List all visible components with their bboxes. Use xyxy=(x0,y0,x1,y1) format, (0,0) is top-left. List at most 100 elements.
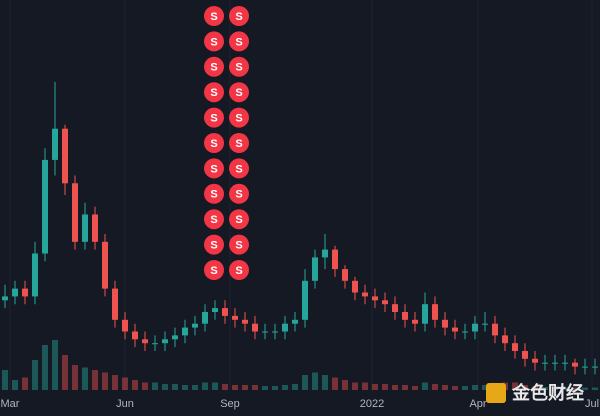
marker-circle xyxy=(229,107,249,128)
volume-bar xyxy=(592,387,598,390)
watermark-logo xyxy=(486,383,506,403)
candle-body xyxy=(512,343,518,351)
volume-bar xyxy=(182,385,188,390)
sale-marker: S xyxy=(204,158,224,179)
volume-bar xyxy=(582,387,588,390)
marker-label: S xyxy=(235,36,242,48)
volume-bar xyxy=(112,375,118,390)
candle-body xyxy=(112,288,118,320)
sale-marker: S xyxy=(204,234,224,255)
volume-bar xyxy=(152,382,158,390)
candle-body xyxy=(442,319,448,328)
marker-circle xyxy=(229,31,249,52)
volume-bar xyxy=(212,382,218,390)
candle-body xyxy=(252,323,258,332)
volume-bar xyxy=(2,370,8,390)
candle-body xyxy=(92,214,98,242)
candle-body xyxy=(132,331,138,340)
volume-bar xyxy=(392,385,398,390)
marker-circle xyxy=(204,183,224,204)
volume-bar xyxy=(282,385,288,390)
candle-body xyxy=(562,362,568,364)
sale-marker: S xyxy=(229,158,249,179)
watermark: 金色财经 xyxy=(486,382,584,404)
sale-marker: S xyxy=(204,260,224,280)
candle-body xyxy=(162,339,168,344)
volume-bar xyxy=(552,387,558,390)
volume-bar xyxy=(482,385,488,390)
volume-bar xyxy=(382,384,388,390)
candle-body xyxy=(32,253,38,297)
marker-circle xyxy=(204,209,224,230)
sale-marker: S xyxy=(229,82,249,103)
volume-bar xyxy=(572,387,578,390)
candle-body xyxy=(122,319,128,332)
sale-marker: S xyxy=(229,107,249,128)
volume-bar xyxy=(362,382,368,390)
sale-marker: S xyxy=(204,107,224,128)
candle-body xyxy=(522,351,528,359)
marker-circle xyxy=(204,260,224,280)
sale-marker: S xyxy=(204,6,224,26)
candle-body xyxy=(592,366,598,368)
candle-body xyxy=(302,280,308,320)
candle-body xyxy=(532,358,538,363)
volume-bar xyxy=(512,382,518,390)
candle-body xyxy=(452,327,458,332)
volume-bar xyxy=(222,384,228,390)
candle-body xyxy=(472,323,478,332)
marker-label: S xyxy=(235,113,242,125)
sale-marker: S xyxy=(204,31,224,52)
marker-label: S xyxy=(210,62,217,74)
candle-body xyxy=(582,366,588,368)
candle-body xyxy=(262,331,268,333)
marker-label: S xyxy=(210,240,217,252)
volume-bar xyxy=(262,386,268,390)
volume-bar xyxy=(172,384,178,390)
candle-body xyxy=(492,323,498,336)
volume-bar xyxy=(302,375,308,390)
volume-bar xyxy=(372,384,378,390)
candle-body xyxy=(142,339,148,344)
volume-bar xyxy=(522,385,528,390)
candle-body xyxy=(402,312,408,320)
candle-body xyxy=(332,249,338,270)
sale-marker: S xyxy=(204,56,224,77)
candle-body xyxy=(282,323,288,332)
sale-marker: S xyxy=(229,133,249,153)
marker-circle xyxy=(229,260,249,280)
candle-body xyxy=(392,304,398,312)
volume-bar xyxy=(532,386,538,390)
candle-body xyxy=(62,128,68,184)
volume-bar xyxy=(132,380,138,390)
candle-body xyxy=(52,128,58,160)
candle-body xyxy=(432,304,438,320)
marker-label: S xyxy=(210,36,217,48)
marker-circle xyxy=(204,56,224,77)
volume-bar xyxy=(32,360,38,390)
marker-label: S xyxy=(235,163,242,175)
candle-body xyxy=(182,327,188,336)
sale-marker: S xyxy=(229,6,249,26)
volume-bar xyxy=(402,385,408,390)
candle-body xyxy=(342,269,348,281)
marker-circle xyxy=(229,209,249,230)
volume-bar xyxy=(252,385,258,390)
volume-bar xyxy=(342,380,348,390)
sale-marker: S xyxy=(204,133,224,153)
candle-body xyxy=(82,214,88,242)
volume-bar xyxy=(322,375,328,390)
volume-bar xyxy=(12,380,18,390)
volume-bar xyxy=(462,386,468,390)
volume-bar xyxy=(292,384,298,390)
marker-circle xyxy=(204,82,224,103)
x-tick-label: Jul xyxy=(585,398,599,410)
volume-bar xyxy=(82,367,88,390)
x-tick-label: 2022 xyxy=(360,398,384,410)
candle-body xyxy=(272,331,278,333)
candle-body xyxy=(292,319,298,324)
marker-label: S xyxy=(235,11,242,23)
watermark-text: 金色财经 xyxy=(511,382,584,404)
sale-marker: S xyxy=(204,209,224,230)
